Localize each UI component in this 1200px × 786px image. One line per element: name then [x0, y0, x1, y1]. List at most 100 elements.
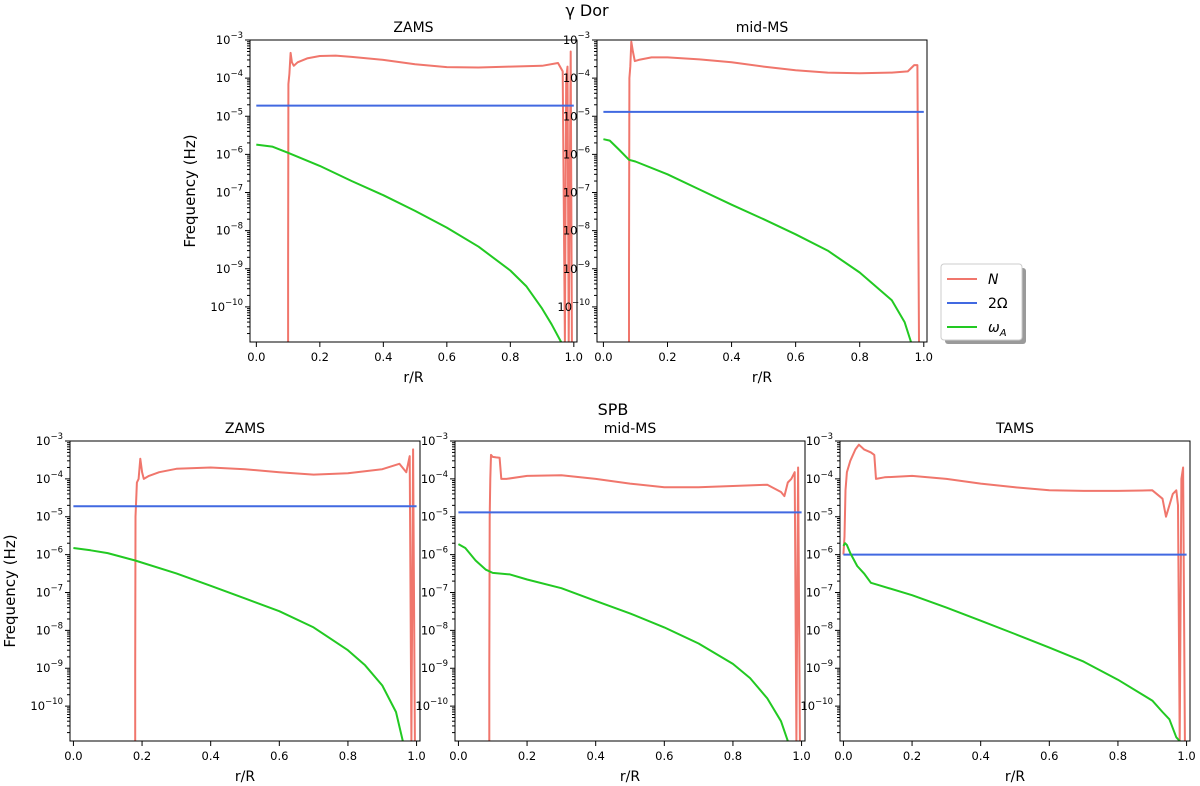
y-tick-label-exponent: −10 [430, 697, 448, 707]
series-n-line [287, 50, 573, 342]
y-tick-label-base: 10 [421, 661, 436, 675]
series-group [73, 448, 417, 741]
axes-frame [839, 440, 1191, 742]
x-tick-label: 0.0 [449, 749, 467, 763]
y-tick-label: 10−5 [563, 107, 590, 123]
y-tick-label: 10−5 [216, 107, 243, 123]
y-tick-label: 10−3 [421, 432, 448, 448]
y-tick-label-base: 10 [563, 147, 578, 161]
y-tick-label-base: 10 [421, 548, 436, 562]
y-tick-label-exponent: −7 [230, 184, 243, 194]
panels: 0.0 0.2 0.4 0.6 0.8 1.010−310−410−510−610−710… [1, 20, 1196, 785]
y-tick-label: 10−4 [563, 69, 590, 85]
y-tick-label-base: 10 [563, 33, 578, 47]
y-tick-label-base: 10 [563, 262, 578, 276]
series-omega-a-line [73, 547, 404, 741]
y-tick-label-base: 10 [563, 71, 578, 85]
y-tick-label: 10−6 [806, 546, 833, 562]
x-tick-label: 0.6 [786, 350, 804, 364]
y-tick-label-exponent: −3 [230, 31, 243, 41]
y-tick-label: 10−8 [421, 621, 448, 637]
y-tick-label-base: 10 [216, 147, 231, 161]
x-tick-label: 0.2 [903, 749, 921, 763]
axes-frame [249, 39, 578, 343]
y-tick-label-exponent: −5 [820, 508, 833, 518]
y-tick-label: 10−10 [800, 697, 833, 713]
y-tick-label: 10−6 [563, 145, 590, 161]
y-tick-label-base: 10 [563, 186, 578, 200]
y-tick-label-base: 10 [806, 585, 821, 599]
x-tick-label: 0.2 [658, 350, 676, 364]
y-tick-label-exponent: −4 [820, 470, 833, 480]
y-tick-label: 10−10 [557, 298, 590, 314]
legend-label-two-omega: 2Ω [988, 296, 1008, 312]
y-tick-label: 10−4 [806, 470, 833, 486]
y-tick-label-exponent: −6 [50, 546, 63, 556]
x-tick-label: 0.2 [311, 350, 329, 364]
y-tick-label-exponent: −6 [230, 145, 243, 155]
y-tick-label-base: 10 [421, 510, 436, 524]
y-tick-label-exponent: −8 [230, 222, 243, 232]
y-tick-label-exponent: −5 [435, 508, 448, 518]
y-tick-label-exponent: −4 [577, 69, 590, 79]
y-tick-label: 10−5 [421, 508, 448, 524]
y-tick-label-exponent: −4 [50, 470, 63, 480]
series-n-line [842, 443, 1186, 741]
y-tick-label-base: 10 [415, 699, 430, 713]
series-group [842, 443, 1187, 741]
series-n-line [488, 453, 801, 741]
y-tick-label-base: 10 [421, 434, 436, 448]
y-tick-label-base: 10 [216, 186, 231, 200]
x-tick-label: 0.4 [587, 749, 605, 763]
x-tick-label: 0.2 [133, 749, 151, 763]
y-tick-label-base: 10 [210, 300, 225, 314]
panel-title: ZAMS [393, 20, 433, 36]
x-tick-label: 1.0 [792, 749, 810, 763]
group-title-gamma-dor: γ Dor [565, 1, 609, 20]
axes-frame [454, 440, 806, 742]
y-tick-label-exponent: −10 [815, 697, 833, 707]
y-tick-label-exponent: −6 [577, 145, 590, 155]
x-axis-label: r/R [752, 370, 772, 386]
y-tick-label-exponent: −5 [50, 508, 63, 518]
panel-2: 0.0 0.2 0.4 0.6 0.8 1.010−310−410−510−610−710… [557, 20, 933, 386]
y-tick-label-exponent: −4 [230, 69, 243, 79]
y-tick-label: 10−9 [216, 260, 243, 276]
y-tick-label-exponent: −9 [435, 659, 448, 669]
y-tick-label: 10−7 [421, 583, 448, 599]
x-tick-label: 1.0 [565, 350, 583, 364]
x-tick-label: 0.8 [724, 749, 742, 763]
axes-frame [596, 39, 928, 343]
y-tick-label-base: 10 [563, 224, 578, 238]
y-tick-label-exponent: −9 [50, 659, 63, 669]
y-tick-label-base: 10 [216, 33, 231, 47]
series-group [256, 50, 574, 342]
legend-box [940, 263, 1023, 341]
y-tick-label-base: 10 [36, 548, 51, 562]
y-tick-label: 10−7 [563, 184, 590, 200]
x-tick-label: 0.0 [64, 749, 82, 763]
y-tick-label: 10−3 [806, 432, 833, 448]
x-tick-label: 0.0 [247, 350, 265, 364]
y-tick-label-base: 10 [421, 585, 436, 599]
x-tick-label: 0.0 [594, 350, 612, 364]
legend: N 2Ω ωA [940, 263, 1026, 344]
panel-4: 0.0 0.2 0.4 0.6 0.8 1.010−310−410−510−610−710… [415, 421, 810, 785]
panel-title: mid-MS [604, 421, 657, 437]
y-tick-label: 10−7 [216, 184, 243, 200]
y-tick-label-exponent: −8 [577, 222, 590, 232]
y-tick-label-base: 10 [36, 585, 51, 599]
x-tick-label: 0.6 [655, 749, 673, 763]
x-tick-label: 0.8 [339, 749, 357, 763]
y-tick-label-exponent: −8 [50, 621, 63, 631]
x-tick-label: 1.0 [915, 350, 933, 364]
y-tick-label: 10−8 [216, 222, 243, 238]
y-tick-label: 10−9 [36, 659, 63, 675]
series-group [603, 40, 924, 342]
y-tick-label-exponent: −8 [435, 621, 448, 631]
y-tick-label-base: 10 [800, 699, 815, 713]
x-axis-label: r/R [620, 769, 640, 785]
y-tick-label-exponent: −10 [225, 298, 243, 308]
y-tick-label: 10−8 [806, 621, 833, 637]
